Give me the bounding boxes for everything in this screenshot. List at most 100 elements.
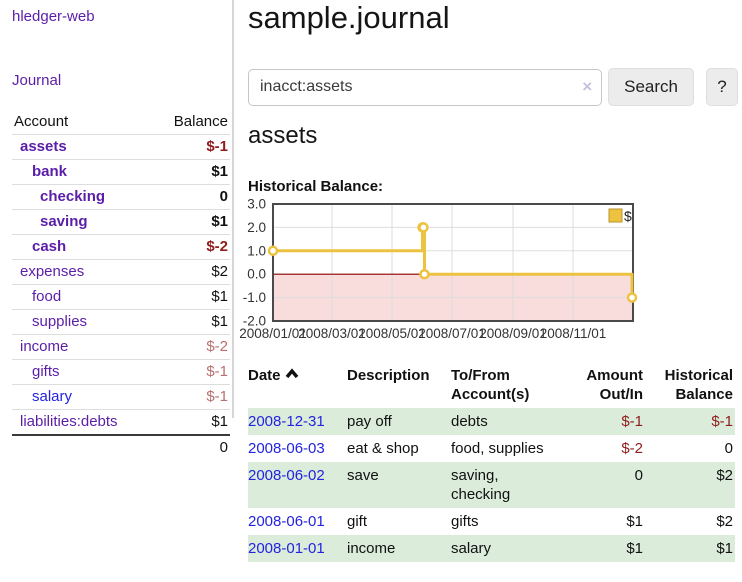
account-row: expenses $2: [12, 259, 230, 285]
account-link[interactable]: bank: [32, 163, 68, 180]
column-header-description: Description: [347, 367, 430, 384]
transaction-description: eat & shop: [347, 440, 419, 457]
x-axis-tick-label: 2008/11/01: [540, 326, 607, 341]
transaction-amount: 0: [634, 467, 643, 484]
account-link[interactable]: cash: [32, 238, 67, 255]
transaction-date-link[interactable]: 2008-12-31: [248, 413, 325, 430]
x-axis-tick-label: 2008/01/01: [239, 326, 307, 341]
balance-chart[interactable]: $3.0 2.0 1.0 0.0 -1.0 -2.02008/01/012008/03/0…: [239, 197, 742, 346]
account-balance: $1: [153, 409, 230, 436]
account-link[interactable]: salary: [32, 388, 73, 405]
transaction-accounts: saving, checking: [451, 467, 511, 503]
account-balance: $2: [153, 259, 230, 285]
sort-ascending-icon: [285, 368, 298, 379]
help-button[interactable]: ?: [706, 68, 738, 106]
account-row: checking 0: [12, 184, 230, 210]
plot-border: [272, 203, 634, 322]
column-header-date[interactable]: Date: [248, 362, 347, 408]
data-point: [267, 245, 279, 257]
accounts-header-balance: Balance: [153, 110, 230, 135]
accounts-total-row: 0: [12, 434, 230, 460]
search-button[interactable]: Search: [608, 68, 694, 106]
x-axis-tick-label: 2008/07/01: [418, 326, 486, 341]
account-heading: assets: [248, 122, 318, 149]
clear-search-icon[interactable]: ×: [582, 76, 593, 96]
data-point: [419, 268, 430, 280]
transaction-balance: $1: [716, 540, 733, 557]
account-balance: $-1: [153, 384, 230, 410]
transaction-row: 2008-06-01 gift gifts $1 $2: [248, 508, 735, 535]
account-row: bank $1: [12, 159, 230, 185]
search-form: × Search ?: [248, 68, 738, 106]
page-title: sample.journal: [248, 0, 450, 35]
transaction-accounts: salary: [451, 540, 492, 557]
account-row: salary $-1: [12, 384, 230, 410]
account-link[interactable]: assets: [20, 138, 67, 155]
brand-link[interactable]: hledger-web: [12, 8, 95, 25]
data-point: [418, 222, 429, 233]
account-link[interactable]: saving: [40, 213, 88, 230]
transaction-date-link[interactable]: 2008-06-01: [248, 513, 325, 530]
legend-label: $: [624, 208, 632, 224]
account-balance: $1: [153, 284, 230, 310]
x-axis-tick-label: 2008/09/01: [479, 326, 547, 341]
y-axis-tick-label: -1.0: [243, 290, 266, 305]
transaction-row: 2008-01-01 income salary $1 $1: [248, 535, 735, 562]
account-link[interactable]: gifts: [32, 363, 60, 380]
account-row: liabilities:debts $1: [12, 409, 230, 436]
account-row: food $1: [12, 284, 230, 310]
accounts-total-balance: 0: [153, 434, 230, 460]
account-link[interactable]: checking: [40, 188, 106, 205]
y-axis-tick-label: 1.0: [247, 243, 266, 258]
account-row: saving $1: [12, 209, 230, 235]
account-balance: 0: [153, 184, 230, 210]
search-box: ×: [248, 68, 603, 106]
transaction-balance: $-1: [711, 413, 733, 430]
account-link[interactable]: liabilities:debts: [20, 413, 118, 430]
transaction-balance: $2: [716, 467, 733, 484]
chart-title: Historical Balance:: [248, 178, 384, 195]
y-axis-tick-label: 2.0: [247, 220, 266, 235]
y-axis-tick-label: 0.0: [247, 267, 266, 282]
sidebar-item-journal[interactable]: Journal: [12, 72, 62, 89]
column-header-amount: Amount Out/In: [586, 367, 643, 403]
y-axis-tick-label: -2.0: [243, 314, 266, 329]
column-header-accounts: To/From Account(s): [451, 367, 530, 403]
account-balance: $1: [153, 209, 230, 235]
search-input[interactable]: [248, 68, 603, 106]
transaction-accounts: gifts: [451, 513, 479, 530]
account-link[interactable]: food: [32, 288, 62, 305]
account-row: supplies $1: [12, 309, 230, 335]
transaction-amount: $-2: [621, 440, 643, 457]
transaction-row: 2008-12-31 pay off debts $-1 $-1: [248, 408, 735, 435]
legend-swatch: [608, 208, 623, 223]
transaction-description: gift: [347, 513, 368, 530]
account-balance: $-1: [153, 134, 230, 160]
account-link[interactable]: income: [20, 338, 69, 355]
account-row: income $-2: [12, 334, 230, 360]
x-axis-tick-label: 2008/03/01: [298, 326, 366, 341]
transaction-row: 2008-06-02 save saving, checking 0 $2: [248, 462, 735, 508]
transaction-accounts: food, supplies: [451, 440, 544, 457]
account-balance: $-1: [153, 359, 230, 385]
account-balance: $1: [153, 159, 230, 185]
transaction-date-link[interactable]: 2008-06-03: [248, 440, 325, 457]
account-link[interactable]: expenses: [20, 263, 85, 280]
data-point: [626, 292, 638, 303]
account-balance: $1: [153, 309, 230, 335]
account-link[interactable]: supplies: [32, 313, 88, 330]
transaction-row: 2008-06-03 eat & shop food, supplies $-2 0: [248, 435, 735, 462]
account-row: cash $-2: [12, 234, 230, 260]
transaction-amount: $1: [626, 513, 643, 530]
accounts-header-row: Account Balance: [12, 110, 230, 135]
transaction-date-link[interactable]: 2008-06-02: [248, 467, 325, 484]
column-header-balance: Historical Balance: [664, 367, 733, 403]
register-header-row: Date Description To/From Account(s) Amou…: [248, 362, 735, 408]
transaction-description: income: [347, 540, 396, 557]
transaction-date-link[interactable]: 2008-01-01: [248, 540, 325, 557]
account-row: gifts $-1: [12, 359, 230, 385]
x-axis-tick-label: 2008/05/01: [358, 326, 426, 341]
account-balance: $-2: [153, 234, 230, 260]
account-balance: $-2: [153, 334, 230, 360]
